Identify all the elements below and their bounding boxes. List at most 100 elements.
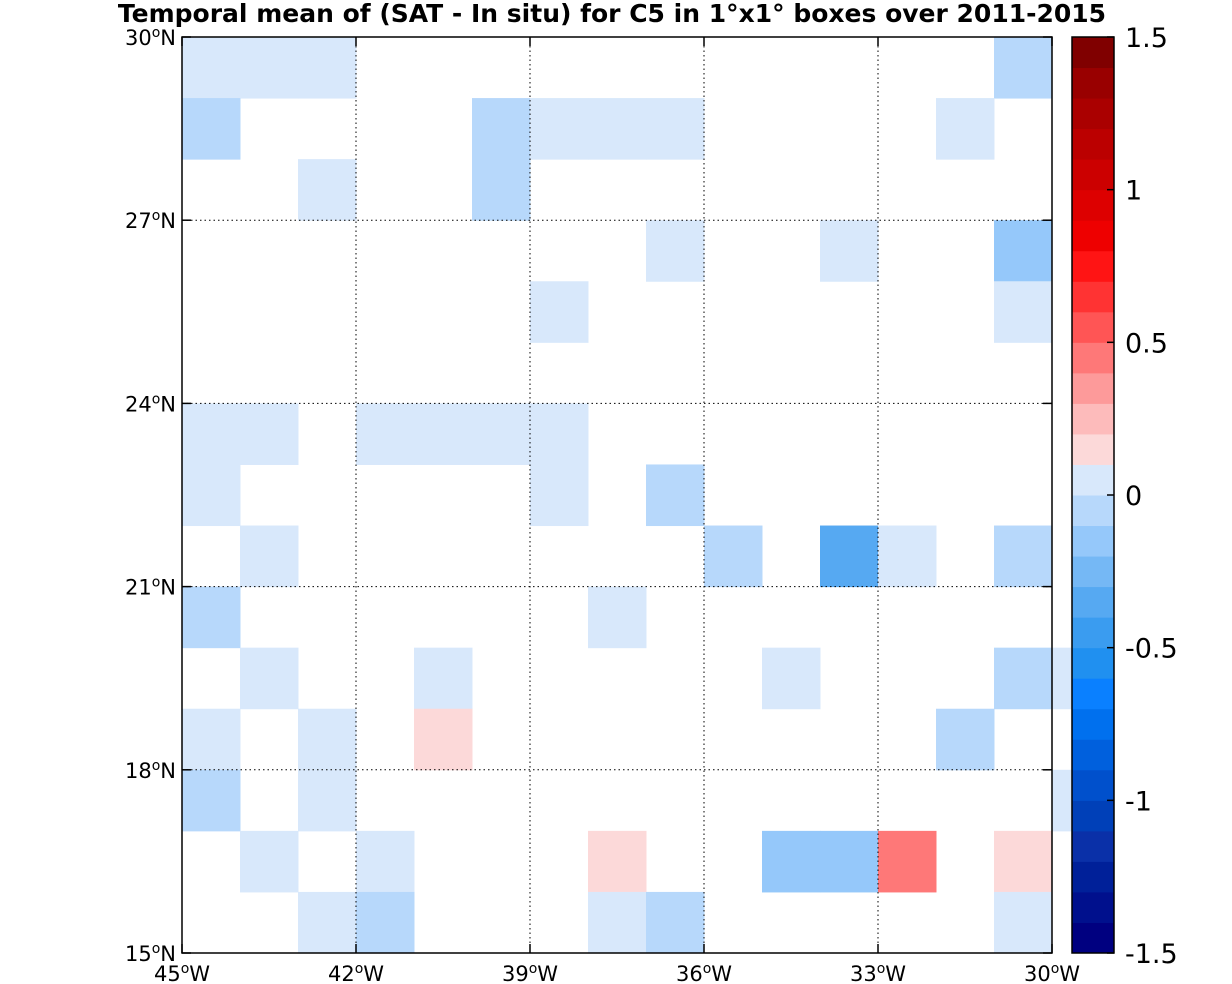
heatmap-cell — [182, 464, 241, 527]
x-tick-label: 42oW — [328, 961, 384, 984]
colorbar-segment — [1072, 861, 1114, 893]
heatmap-cell — [182, 37, 241, 99]
heatmap-cell — [472, 159, 531, 221]
heatmap-cell — [646, 464, 705, 527]
heatmap-cell — [240, 830, 299, 893]
x-tick-labels: 45oW 42oW 39oW 36oW 33oW 30oW — [154, 961, 1080, 984]
colorbar-segment — [1072, 525, 1114, 557]
x-tick-label: 33oW — [850, 961, 906, 984]
colorbar-segment — [1072, 342, 1114, 374]
heatmap-cell — [298, 159, 357, 221]
heatmap-cell — [472, 403, 531, 465]
colorbar-tick-label: -0.5 — [1125, 634, 1178, 665]
colorbar-segment — [1072, 37, 1114, 69]
heatmap-cell — [588, 98, 647, 160]
y-tick-label: 18oN — [125, 758, 176, 783]
y-tick-label: 15oN — [125, 941, 176, 966]
heatmap-cell — [994, 220, 1053, 282]
colorbar-segment — [1072, 98, 1114, 130]
colorbar-segment — [1072, 495, 1114, 527]
heatmap-cell — [530, 98, 589, 160]
heatmap-cell — [530, 403, 589, 465]
heatmap-cell — [704, 525, 763, 588]
heatmap-cell — [994, 525, 1053, 588]
x-tick-label: 30oW — [1024, 961, 1080, 984]
heatmap-cell — [240, 525, 299, 588]
grid-lines — [182, 37, 1052, 953]
heatmap-cell — [414, 403, 473, 465]
y-tick-label: 21oN — [125, 575, 176, 600]
colorbar-segment — [1072, 281, 1114, 313]
heatmap-cell — [182, 586, 241, 649]
plot-frame — [181, 36, 1053, 954]
x-tick-label: 45oW — [154, 961, 210, 984]
heatmap-cell — [936, 98, 995, 160]
heatmap-cell — [182, 769, 241, 832]
colorbar-segment — [1072, 830, 1114, 862]
heatmap-cell — [994, 647, 1053, 710]
heatmap-cell — [994, 891, 1053, 954]
colorbar-segment — [1072, 708, 1114, 740]
heatmap-cell — [298, 708, 357, 771]
colorbar-segment — [1072, 433, 1114, 465]
colorbar-segment — [1072, 189, 1114, 221]
heatmap-cell — [588, 586, 647, 649]
heatmap-cell — [240, 647, 299, 710]
colorbar-segment — [1072, 403, 1114, 435]
colorbar-tick-label: 1.5 — [1125, 23, 1168, 54]
heatmap-cell — [414, 708, 473, 771]
colorbar-tick-label: 0 — [1125, 481, 1142, 512]
axis-ticks — [181, 36, 1053, 954]
heatmap-cell — [356, 830, 415, 893]
heatmap-cell — [994, 830, 1053, 893]
heatmap-cell — [240, 403, 299, 465]
colorbar-segment — [1072, 67, 1114, 99]
heatmap-cell — [298, 891, 357, 954]
y-tick-labels: 15oN 18oN 21oN 24oN 27oN 30oN — [125, 25, 176, 966]
heatmap-cell — [994, 281, 1053, 343]
heatmap-cell — [588, 891, 647, 954]
colorbar-segment — [1072, 464, 1114, 496]
colorbar-segment — [1072, 769, 1114, 801]
heatmap-cell — [530, 464, 589, 527]
colorbar-segment — [1072, 800, 1114, 832]
heatmap-cell — [182, 708, 241, 771]
heatmap-cell — [646, 98, 705, 160]
colorbar-segment — [1072, 678, 1114, 710]
heatmap-cell — [878, 830, 937, 893]
heatmap-cells — [182, 37, 1111, 954]
heatmap-cell — [820, 220, 879, 282]
colorbar-segment — [1072, 739, 1114, 771]
heatmap-cell — [356, 403, 415, 465]
colorbar-tick-label: 0.5 — [1125, 328, 1168, 359]
x-tick-label: 36oW — [676, 961, 732, 984]
heatmap-cell — [762, 830, 821, 893]
heatmap-cell — [240, 37, 299, 99]
heatmap-cell — [530, 281, 589, 343]
y-tick-label: 30oN — [125, 25, 176, 50]
chart-title: Temporal mean of (SAT - In situ) for C5 … — [118, 0, 1106, 28]
heatmap-cell — [298, 37, 357, 99]
heatmap-cell — [182, 403, 241, 465]
heatmap-cell — [646, 220, 705, 282]
colorbar-segment — [1072, 922, 1114, 954]
colorbar-segment — [1072, 250, 1114, 282]
heatmap-cell — [472, 98, 531, 160]
heatmap-cell — [820, 525, 879, 588]
heatmap-cell — [646, 891, 705, 954]
heatmap-cell — [994, 37, 1053, 99]
heatmap-cell — [414, 647, 473, 710]
colorbar-tick-label: 1 — [1125, 176, 1142, 207]
heatmap-cell — [878, 525, 937, 588]
colorbar-tick-label: -1 — [1125, 786, 1152, 817]
heatmap-cell — [588, 830, 647, 893]
heatmap-cell — [298, 769, 357, 832]
y-tick-label: 24oN — [125, 391, 176, 416]
colorbar-segment — [1072, 159, 1114, 191]
heatmap-cell — [820, 830, 879, 893]
y-tick-label: 27oN — [125, 208, 176, 233]
colorbar-segment — [1072, 372, 1114, 404]
colorbar-tick-label: -1.5 — [1125, 939, 1178, 970]
heatmap-cell — [182, 98, 241, 160]
colorbar: 1.5 1 0.5 0 -0.5 -1 -1.5 — [1071, 23, 1178, 970]
